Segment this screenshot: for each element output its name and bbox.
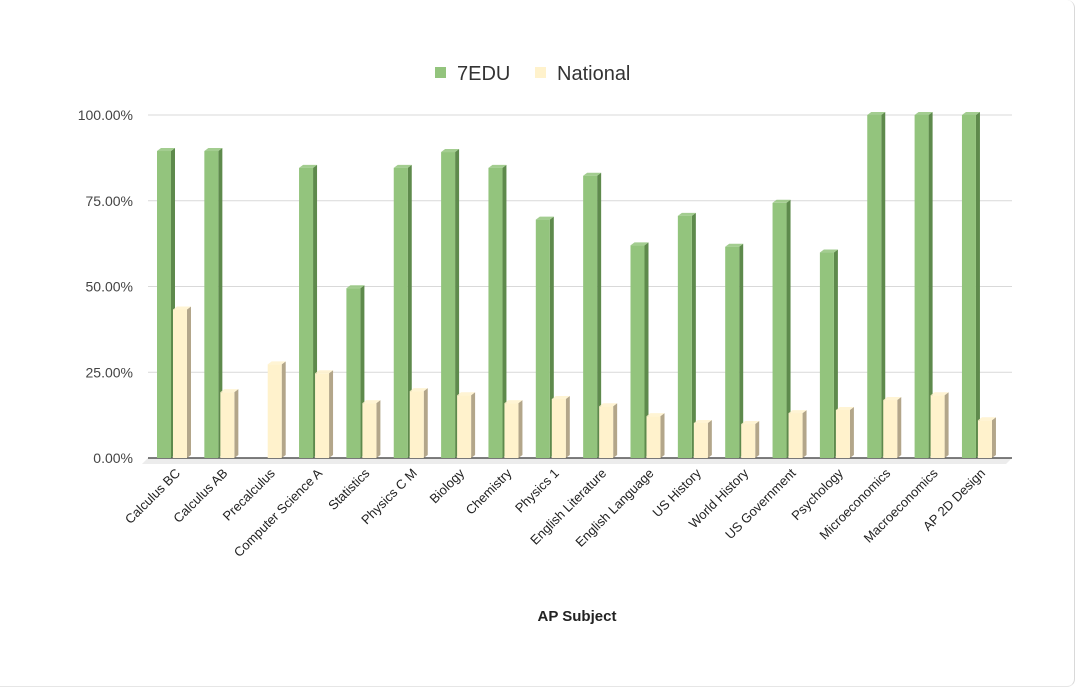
y-tick-label: 25.00%: [86, 364, 133, 380]
y-tick-label: 100.00%: [78, 107, 133, 123]
y-tick-label: 0.00%: [93, 450, 133, 466]
bar-7edu-physics-c-m[interactable]: [393, 164, 412, 458]
bar-7edu-biology[interactable]: [441, 149, 460, 458]
bar-national-physics-1[interactable]: [551, 396, 570, 458]
bar-7edu-microeconomics[interactable]: [867, 112, 886, 458]
bar-7edu-computer-science-a[interactable]: [299, 164, 318, 458]
y-tick-label: 75.00%: [86, 193, 133, 209]
bar-national-computer-science-a[interactable]: [315, 370, 334, 458]
legend-label-national[interactable]: National: [557, 63, 630, 85]
bar-7edu-macroeconomics[interactable]: [914, 112, 933, 458]
bar-national-psychology[interactable]: [835, 406, 854, 458]
bar-national-microeconomics[interactable]: [883, 397, 902, 458]
legend[interactable]: 7EDU National: [435, 63, 630, 85]
bar-national-macroeconomics[interactable]: [930, 392, 949, 458]
bar-7edu-english-literature[interactable]: [583, 172, 602, 458]
bar-national-us-government[interactable]: [788, 410, 807, 458]
legend-label-7edu[interactable]: 7EDU: [457, 63, 510, 85]
chart-floor: [142, 458, 1012, 464]
bar-7edu-statistics[interactable]: [346, 285, 365, 458]
y-tick-label: 50.00%: [86, 279, 133, 295]
bar-national-calculus-bc[interactable]: [173, 306, 191, 458]
bar-7edu-us-government[interactable]: [772, 199, 791, 459]
bar-7edu-calculus-bc[interactable]: [157, 148, 175, 458]
bar-national-calculus-ab[interactable]: [220, 389, 239, 458]
bar-national-ap-2d-design[interactable]: [977, 417, 996, 458]
x-tick-label: Chemistry: [463, 465, 515, 517]
bar-7edu-ap-2d-design[interactable]: [961, 112, 980, 458]
bar-national-english-language[interactable]: [646, 413, 665, 458]
bar-7edu-calculus-ab[interactable]: [204, 148, 223, 458]
bar-national-statistics[interactable]: [362, 400, 381, 458]
bar-7edu-psychology[interactable]: [819, 249, 838, 458]
bar-national-precalculus[interactable]: [267, 361, 286, 458]
bar-national-us-history[interactable]: [693, 420, 712, 458]
legend-swatch-7edu: [435, 67, 446, 78]
x-tick-label: Physics 1: [512, 466, 562, 516]
bar-national-biology[interactable]: [457, 392, 476, 458]
bar-national-chemistry[interactable]: [504, 400, 523, 458]
x-tick-label: Biology: [426, 465, 467, 506]
bar-national-physics-c-m[interactable]: [409, 388, 428, 458]
gridlines: [142, 114, 1012, 464]
y-axis-ticks: 0.00% 25.00% 50.00% 75.00% 100.00%: [78, 107, 133, 466]
bar-7edu-world-history[interactable]: [725, 243, 744, 458]
bar-national-world-history[interactable]: [741, 421, 760, 458]
bar-national-english-literature[interactable]: [599, 403, 618, 458]
bar-7edu-english-language[interactable]: [630, 242, 649, 458]
bars: [157, 112, 996, 459]
x-tick-label: Statistics: [325, 465, 373, 513]
x-tick-label: Computer Science A: [231, 465, 326, 560]
bar-7edu-physics-1[interactable]: [535, 216, 554, 458]
bar-7edu-chemistry[interactable]: [488, 164, 507, 458]
x-axis-title: AP Subject: [538, 608, 617, 625]
bar-7edu-us-history[interactable]: [677, 212, 696, 458]
legend-swatch-national: [535, 67, 546, 78]
